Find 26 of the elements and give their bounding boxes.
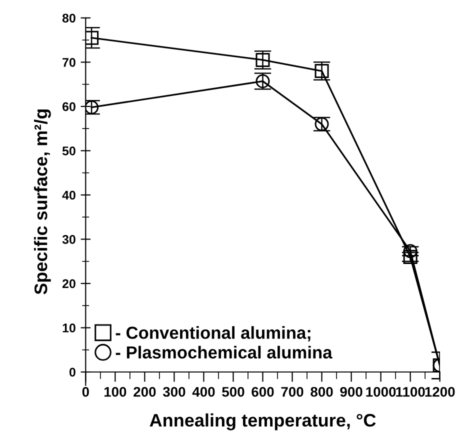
- x-tick-label: 500: [222, 386, 244, 397]
- x-tick-label: 200: [134, 386, 156, 397]
- y-tick-label: 0: [69, 368, 76, 377]
- x-tick-label: 300: [162, 386, 186, 397]
- x-tick-label: 1200: [425, 386, 455, 397]
- y-axis-title: Specific surface, m²/g: [34, 109, 51, 294]
- y-tick-label: 40: [62, 190, 76, 200]
- y-tick-label: 20: [62, 279, 76, 288]
- x-tick-label: 1100: [396, 386, 425, 397]
- x-tick-label: 800: [310, 386, 333, 397]
- x-axis-title: Annealing temperature, °C: [150, 413, 376, 430]
- y-tick-label: 30: [62, 235, 76, 244]
- legend-label: - Conventional alumina;: [116, 326, 310, 342]
- x-tick-label: 1000: [366, 386, 396, 397]
- legend-label: - Plasmochemical alumina: [116, 346, 332, 359]
- x-tick-label: 600: [252, 386, 274, 397]
- y-tick-label: 50: [62, 146, 76, 156]
- y-tick-label: 80: [62, 14, 76, 23]
- y-tick-label: 10: [62, 324, 76, 332]
- x-tick-label: 900: [340, 386, 362, 397]
- x-tick-label: 100: [104, 386, 126, 397]
- x-tick-label: 400: [192, 386, 215, 397]
- x-tick-label: 700: [281, 386, 304, 397]
- y-tick-label: 70: [62, 58, 76, 67]
- y-tick-label: 60: [62, 102, 76, 112]
- x-tick-label: 0: [82, 386, 89, 397]
